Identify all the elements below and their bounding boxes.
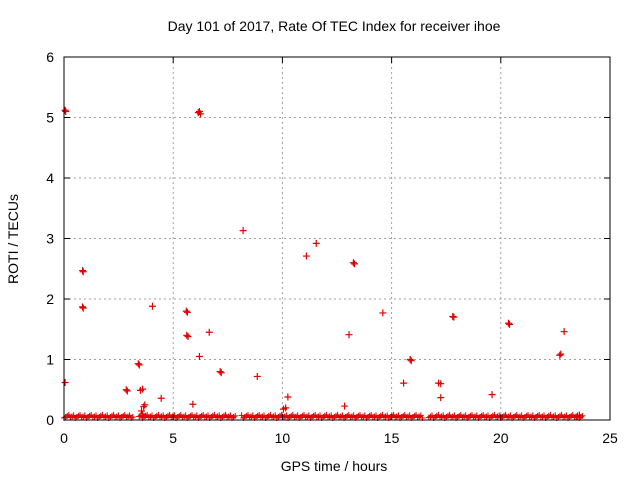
data-point: [575, 411, 583, 419]
data-point: [139, 410, 147, 418]
baseline-marker: [232, 412, 239, 419]
y-tick-label: 3: [46, 231, 54, 247]
x-tick-label: 20: [493, 430, 509, 446]
data-point: [400, 379, 408, 387]
y-tick-label: 5: [46, 110, 54, 126]
data-layer: [61, 106, 586, 421]
x-tick-label: 25: [602, 430, 618, 446]
tick-layer: 0 5 10 15 20 25 0 1 2 3 4 5 6: [46, 49, 618, 446]
data-point: [345, 331, 353, 339]
data-point: [183, 308, 191, 316]
data-point: [506, 320, 514, 328]
data-point: [123, 387, 131, 395]
data-point: [437, 394, 445, 402]
data-point: [350, 260, 358, 268]
data-point: [138, 407, 146, 415]
data-point: [79, 303, 87, 311]
data-point: [183, 331, 191, 339]
data-point: [217, 369, 225, 377]
data-point: [148, 302, 156, 310]
baseline-marker: [129, 413, 136, 420]
data-point: [61, 378, 69, 386]
data-point: [79, 267, 87, 275]
y-tick-label: 1: [46, 352, 54, 368]
data-point: [284, 393, 292, 401]
data-point: [122, 386, 130, 394]
data-point: [407, 357, 415, 365]
data-point: [253, 372, 261, 380]
data-point: [79, 304, 87, 312]
data-point: [504, 319, 512, 327]
data-point: [216, 368, 224, 376]
y-tick-label: 0: [46, 412, 54, 428]
x-tick-label: 10: [275, 430, 291, 446]
data-point: [184, 333, 192, 341]
data-point: [157, 394, 165, 402]
data-point: [449, 313, 457, 321]
data-point: [205, 328, 213, 336]
data-point: [560, 328, 568, 336]
chart-title: Day 101 of 2017, Rate Of TEC Index for r…: [168, 18, 501, 34]
data-point: [406, 356, 414, 363]
data-point: [379, 309, 387, 317]
data-point: [341, 402, 349, 410]
x-tick-label: 5: [169, 430, 177, 446]
baseline-marker: [579, 412, 586, 419]
data-point: [62, 107, 70, 115]
x-tick-label: 0: [60, 430, 68, 446]
data-point: [488, 391, 496, 399]
data-point: [135, 361, 143, 369]
y-axis-label: ROTI / TECUs: [5, 194, 21, 284]
y-tick-label: 2: [46, 291, 54, 307]
data-point: [239, 227, 247, 235]
data-point: [79, 268, 87, 276]
x-axis-label: GPS time / hours: [281, 458, 388, 474]
data-point: [141, 401, 149, 409]
data-point: [437, 380, 445, 388]
y-tick-label: 4: [46, 170, 54, 186]
data-point: [189, 400, 197, 408]
data-point: [195, 352, 203, 360]
data-point: [139, 385, 147, 393]
data-point: [61, 106, 69, 114]
data-point: [197, 110, 204, 118]
data-point: [302, 252, 310, 260]
x-tick-label: 15: [384, 430, 400, 446]
data-point: [557, 350, 565, 358]
data-point: [312, 239, 320, 247]
data-point: [182, 307, 190, 315]
data-point: [349, 259, 357, 267]
data-point: [282, 404, 290, 412]
data-point: [134, 360, 142, 368]
data-point: [450, 313, 458, 321]
grid-layer: [64, 57, 610, 420]
y-tick-label: 6: [46, 49, 54, 65]
data-point: [556, 351, 564, 359]
